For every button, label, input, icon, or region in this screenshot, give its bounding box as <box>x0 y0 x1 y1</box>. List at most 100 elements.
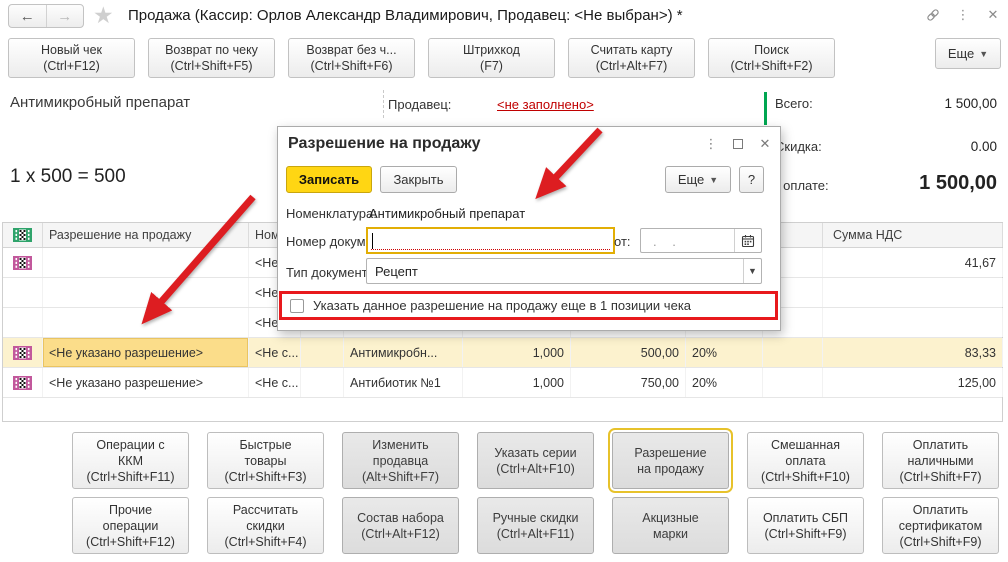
date-input[interactable]: . . <box>640 228 762 253</box>
permission-cell <box>43 278 249 307</box>
specify-series-button[interactable]: Указать серии (Ctrl+Alt+F10) <box>477 432 594 489</box>
table-row[interactable]: <Не указано разрешение> <Не с... Антибио… <box>3 368 1003 398</box>
set-contents-button[interactable]: Состав набора (Ctrl+Alt+F12) <box>342 497 459 554</box>
doc-type-label: Тип документа: <box>286 265 379 280</box>
dialog-more-button[interactable]: Еще ▼ <box>665 166 731 193</box>
forward-arrow-icon: → <box>57 7 73 25</box>
doc-number-input[interactable] <box>366 227 615 254</box>
to-pay-value: 1 500,00 <box>919 172 997 194</box>
pay-cash-button[interactable]: Оплатить наличными (Ctrl+Shift+F7) <box>882 432 999 489</box>
button-label: Возврат без ч... <box>306 43 397 57</box>
vat-rate-cell: 20% <box>686 338 763 367</box>
marking-icon <box>13 228 32 242</box>
permission-cell <box>43 308 249 337</box>
button-label: Еще <box>947 46 975 61</box>
new-check-button[interactable]: Новый чек (Ctrl+F12) <box>8 38 135 78</box>
quick-goods-button[interactable]: Быстрые товары (Ctrl+Shift+F3) <box>207 432 324 489</box>
pay-sbp-button[interactable]: Оплатить СБП (Ctrl+Shift+F9) <box>747 497 864 554</box>
save-button[interactable]: Записать <box>286 166 372 193</box>
doc-type-value: Рецепт <box>375 264 418 279</box>
chevron-down-icon: ▼ <box>709 174 719 185</box>
kkm-operations-button[interactable]: Операции с ККМ (Ctrl+Shift+F11) <box>72 432 189 489</box>
annotation-highlight-box: Указать данное разрешение на продажу еще… <box>279 291 778 320</box>
change-seller-button[interactable]: Изменить продавца (Alt+Shift+F7) <box>342 432 459 489</box>
history-nav: ← → <box>8 4 84 28</box>
chevron-down-icon: ▼ <box>979 48 989 59</box>
barcode-button[interactable]: Штрихкод (F7) <box>428 38 555 78</box>
close-button[interactable]: Закрыть <box>380 166 457 193</box>
line-calculation: 1 x 500 = 500 <box>10 166 126 187</box>
marking-icon <box>13 375 32 390</box>
pay-certificate-button[interactable]: Оплатить сертификатом (Ctrl+Shift+F9) <box>882 497 999 554</box>
mixed-payment-button[interactable]: Смешанная оплата (Ctrl+Shift+F10) <box>747 432 864 489</box>
nomenclature-label: Номенклатура: <box>286 206 377 221</box>
dialog-title: Разрешение на продажу <box>288 135 481 152</box>
excise-stamps-button[interactable]: Акцизные марки <box>612 497 729 554</box>
vat-sum-cell: 125,00 <box>823 368 1003 397</box>
calculate-discounts-button[interactable]: Рассчитать скидки (Ctrl+Shift+F4) <box>207 497 324 554</box>
price-cell: 750,00 <box>571 368 686 397</box>
return-without-check-button[interactable]: Возврат без ч... (Ctrl+Shift+F6) <box>288 38 415 78</box>
return-by-check-button[interactable]: Возврат по чеку (Ctrl+Shift+F5) <box>148 38 275 78</box>
button-shortcut: (Ctrl+Shift+F6) <box>310 59 393 73</box>
manual-discounts-button[interactable]: Ручные скидки (Ctrl+Alt+F11) <box>477 497 594 554</box>
date-placeholder: . . <box>653 234 682 249</box>
back-arrow-icon: ← <box>19 7 35 25</box>
vat-sum-cell: 41,67 <box>823 248 1003 277</box>
kebab-menu-icon[interactable]: ⋮ <box>956 7 970 22</box>
help-button[interactable]: ? <box>739 166 764 193</box>
button-shortcut: (Ctrl+Alt+F7) <box>595 59 668 73</box>
marking-header-cell[interactable] <box>3 223 43 247</box>
discount-value: 0.00 <box>970 139 997 154</box>
seller-not-filled-link[interactable]: <не заполнено> <box>497 97 594 112</box>
close-icon[interactable]: ✕ <box>987 7 999 22</box>
calendar-icon[interactable] <box>734 229 761 252</box>
vat-sum-column-header[interactable]: Сумма НДС <box>823 223 1003 247</box>
page-title: Продажа (Кассир: Орлов Александр Владими… <box>128 7 683 24</box>
checkbox-label: Указать данное разрешение на продажу еще… <box>313 298 692 313</box>
sale-permission-button[interactable]: Разрешение на продажу <box>608 428 733 493</box>
empty-header-cell <box>763 223 823 247</box>
permission-column-header[interactable]: Разрешение на продажу <box>43 223 249 247</box>
marking-icon <box>13 345 32 360</box>
more-button[interactable]: Еще ▼ <box>935 38 1001 69</box>
button-label: Новый чек <box>41 43 102 57</box>
button-shortcut: (Ctrl+Shift+F5) <box>170 59 253 73</box>
doc-type-select[interactable]: Рецепт ▼ <box>366 258 762 284</box>
name-cell: Антибиотик №1 <box>344 368 463 397</box>
close-icon[interactable]: ✕ <box>759 136 771 151</box>
table-row-selected[interactable]: <Не указано разрешение> <Не с... Антимик… <box>3 338 1003 368</box>
totals-indicator-bar <box>764 92 767 125</box>
discount-label: Скидка: <box>775 139 822 154</box>
qty-cell: 1,000 <box>463 338 571 367</box>
link-icon[interactable] <box>926 8 940 22</box>
button-shortcut: (F7) <box>480 59 503 73</box>
total-label: Всего: <box>775 96 813 111</box>
other-operations-button[interactable]: Прочие операции (Ctrl+Shift+F12) <box>72 497 189 554</box>
qty-cell: 1,000 <box>463 368 571 397</box>
search-button[interactable]: Поиск (Ctrl+Shift+F2) <box>708 38 835 78</box>
back-button[interactable]: ← <box>9 5 47 27</box>
button-label: Штрихкод <box>463 43 520 57</box>
vat-sum-cell: 83,33 <box>823 338 1003 367</box>
date-from-label: от: <box>614 234 631 249</box>
name-cell: Антимикробн... <box>344 338 463 367</box>
button-label: Поиск <box>754 43 789 57</box>
favorite-star-icon[interactable]: ★ <box>93 2 114 28</box>
price-cell: 500,00 <box>571 338 686 367</box>
permission-cell: <Не указано разрешение> <box>43 368 249 397</box>
chevron-down-icon[interactable]: ▼ <box>743 259 761 283</box>
button-shortcut: (Ctrl+Shift+F2) <box>730 59 813 73</box>
nomenclature-value: Антимикробный препарат <box>369 206 526 221</box>
button-label: Считать карту <box>590 43 673 57</box>
permission-cell-selected[interactable]: <Не указано разрешение> <box>43 338 249 367</box>
forward-button[interactable]: → <box>47 5 84 27</box>
read-card-button[interactable]: Считать карту (Ctrl+Alt+F7) <box>568 38 695 78</box>
kebab-menu-icon[interactable]: ⋮ <box>704 136 718 151</box>
to-pay-label: К оплате: <box>772 178 829 193</box>
permission-cell <box>43 248 249 277</box>
apply-to-other-positions-checkbox[interactable] <box>290 298 304 313</box>
current-product-name: Антимикробный препарат <box>10 94 191 111</box>
maximize-icon[interactable] <box>731 137 745 151</box>
